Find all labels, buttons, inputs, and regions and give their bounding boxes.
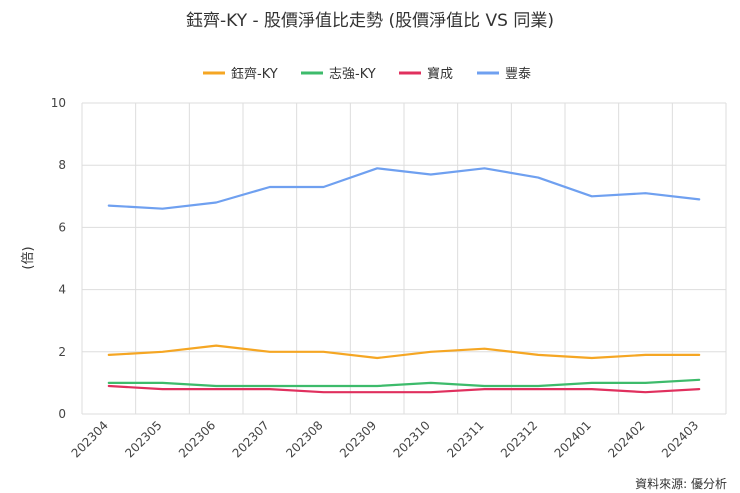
y-tick-label: 0 (58, 407, 66, 421)
x-tick-label: 202306 (176, 418, 218, 460)
series-line-3 (107, 167, 701, 210)
x-tick-label: 202402 (605, 418, 647, 460)
x-axis-ticks: 202304 202305 202306 202307 202308 202309 2023… (69, 418, 702, 460)
x-tick-label: 202305 (122, 418, 164, 460)
legend: 鈺齊-KY 志強-KY 寶成 豐泰 (203, 66, 531, 82)
x-tick-label: 202401 (552, 418, 594, 460)
x-tick-label: 202304 (69, 418, 111, 460)
series-line-2 (107, 384, 701, 394)
x-tick-label: 202311 (444, 418, 486, 460)
x-tick-label: 202309 (337, 418, 379, 460)
x-tick-label: 202403 (659, 418, 701, 460)
y-tick-label: 6 (58, 220, 66, 234)
y-tick-label: 10 (51, 96, 66, 110)
y-tick-label: 8 (58, 158, 66, 172)
grid (81, 102, 727, 415)
y-axis-label: (倍) (21, 246, 36, 269)
legend-label: 鈺齊-KY (231, 66, 278, 82)
y-tick-label: 2 (58, 345, 66, 359)
x-tick-label: 202310 (391, 418, 433, 460)
series-line-1 (107, 378, 701, 388)
y-tick-label: 4 (58, 283, 66, 297)
legend-label: 寶成 (427, 66, 453, 82)
series-lines (107, 167, 701, 394)
legend-label: 豐泰 (505, 67, 531, 82)
source-note: 資料來源: 優分析 (635, 477, 727, 491)
chart-title: 鈺齊-KY - 股價淨值比走勢 (股價淨值比 VS 同業) (186, 11, 554, 31)
legend-label: 志強-KY (329, 67, 376, 82)
x-tick-label: 202308 (283, 418, 325, 460)
x-tick-label: 202312 (498, 418, 540, 460)
x-tick-label: 202307 (230, 418, 272, 460)
y-axis-ticks: 0 2 4 6 8 10 (51, 96, 66, 421)
series-line-0 (107, 344, 701, 360)
